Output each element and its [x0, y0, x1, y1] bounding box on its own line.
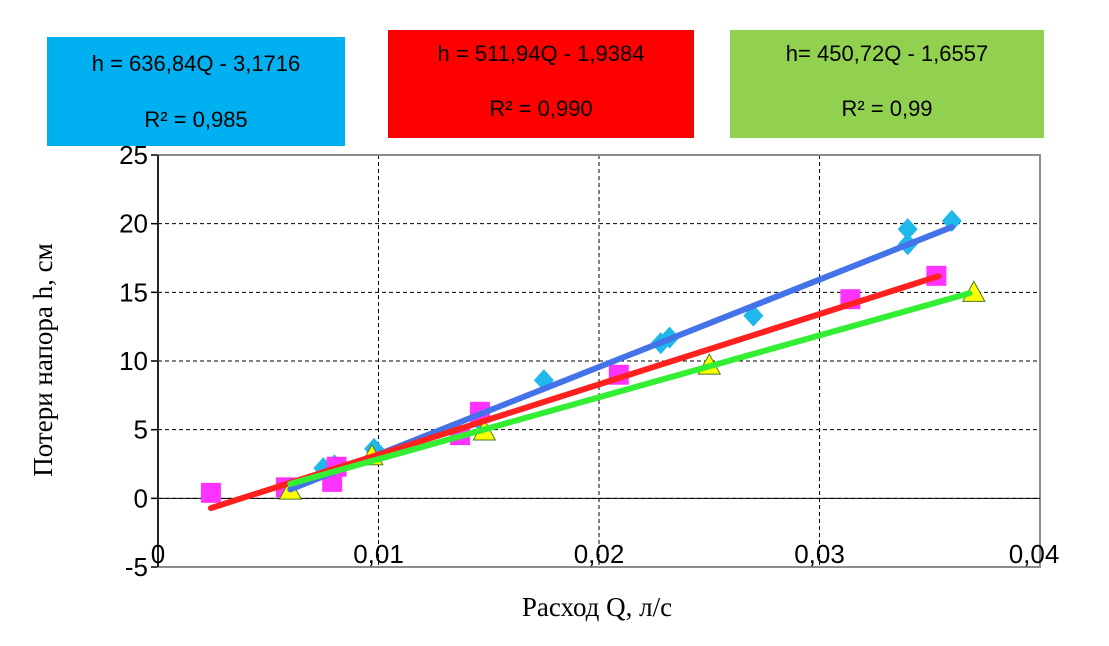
y-tick-label: -5 [125, 552, 148, 582]
x-axis-title: Расход Q, л/с [522, 592, 672, 622]
equation-green: h= 450,72Q - 1,6557 [785, 41, 989, 66]
y-tick-label: 25 [119, 140, 148, 170]
equation-blue: h = 636,84Q - 3,1716 [91, 51, 301, 76]
r2-green: R² = 0,99 [841, 96, 933, 121]
equation-box-green: h= 450,72Q - 1,6557 R² = 0,99 [730, 30, 1044, 138]
x-tick-label: 0,03 [794, 539, 845, 569]
point-blue [897, 218, 918, 241]
r2-blue: R² = 0,985 [144, 107, 248, 132]
data-points [200, 209, 986, 503]
equation-red: h = 511,94Q - 1,9384 [437, 41, 645, 66]
equation-box-red: h = 511,94Q - 1,9384 R² = 0,990 [388, 30, 694, 138]
trendlines [207, 224, 973, 512]
point-magenta [200, 482, 221, 503]
x-tick-label: 0,02 [574, 539, 625, 569]
y-tick-label: 15 [119, 277, 148, 307]
axes [151, 154, 1041, 568]
grid [158, 155, 1040, 568]
y-tick-label: 0 [134, 483, 148, 513]
x-tick-label: 0,01 [353, 539, 404, 569]
x-tick-label: 0 [151, 539, 165, 569]
y-tick-label: 20 [119, 209, 148, 239]
y-axis-title: Потери напора h, см [28, 243, 58, 476]
x-tick-label: 0,04 [1009, 539, 1060, 569]
equation-box-blue: h = 636,84Q - 3,1716 R² = 0,985 [47, 37, 345, 146]
r2-red: R² = 0,990 [489, 96, 593, 121]
y-tick-label: 10 [119, 346, 148, 376]
y-tick-label: 5 [134, 415, 148, 445]
trendline-yellow [287, 290, 973, 487]
